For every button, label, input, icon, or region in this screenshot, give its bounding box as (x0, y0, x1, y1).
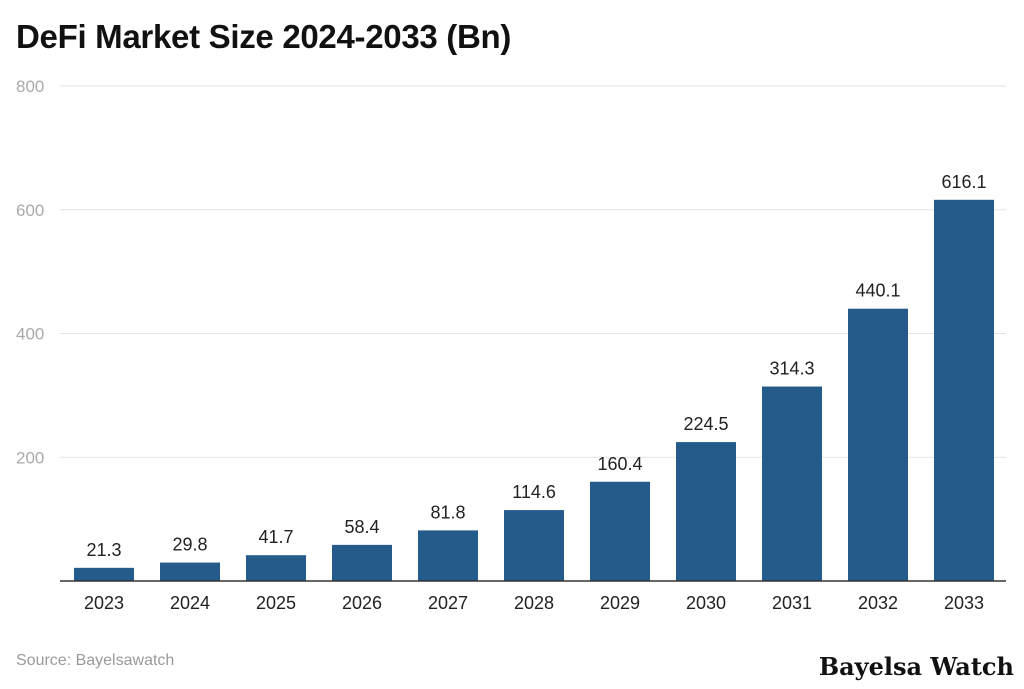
brand-logo: Bayelsa Watch (818, 652, 1014, 681)
data-label: 314.3 (769, 359, 814, 379)
data-label: 440.1 (855, 281, 900, 301)
chart-title: DeFi Market Size 2024-2033 (Bn) (16, 18, 512, 55)
data-label: 224.5 (683, 414, 728, 434)
x-tick-label: 2027 (428, 593, 468, 613)
data-label: 41.7 (258, 527, 293, 547)
x-tick-label: 2028 (514, 593, 554, 613)
bar (762, 386, 822, 581)
data-label: 160.4 (597, 454, 642, 474)
x-tick-label: 2024 (170, 593, 210, 613)
y-tick-label: 200 (16, 448, 44, 467)
x-tick-label: 2031 (772, 593, 812, 613)
data-label: 81.8 (430, 502, 465, 522)
x-tick-label: 2026 (342, 593, 382, 613)
x-tick-label: 2032 (858, 593, 898, 613)
data-label: 114.6 (512, 482, 556, 502)
x-tick-label: 2023 (84, 593, 124, 613)
y-tick-label: 400 (16, 325, 44, 344)
bar (74, 567, 134, 581)
x-tick-label: 2033 (944, 593, 984, 613)
x-tick-label: 2030 (686, 593, 726, 613)
bar (848, 308, 908, 581)
source-note: Source: Bayelsawatch (16, 652, 175, 669)
bar (418, 530, 478, 581)
data-label: 616.1 (941, 172, 986, 192)
data-label: 29.8 (172, 535, 207, 555)
bar (160, 562, 220, 581)
bar (934, 199, 994, 581)
x-tick-label: 2025 (256, 593, 296, 613)
data-label: 21.3 (86, 540, 121, 560)
y-tick-label: 800 (16, 77, 44, 96)
data-label: 58.4 (344, 517, 379, 537)
bar (246, 555, 306, 581)
bar (332, 544, 392, 581)
x-tick-label: 2029 (600, 593, 640, 613)
bar (590, 481, 650, 581)
bar (504, 510, 564, 581)
y-tick-label: 600 (16, 201, 44, 220)
bar (676, 442, 736, 581)
